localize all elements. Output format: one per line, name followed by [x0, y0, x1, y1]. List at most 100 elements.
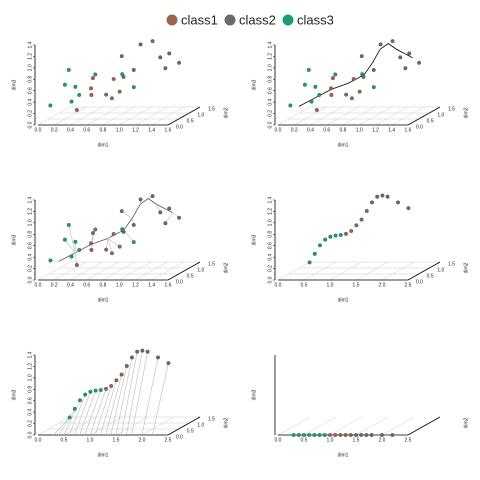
z-axis-label: dim3 [11, 234, 17, 245]
y-tick-label: 0.0 [176, 124, 183, 130]
point [89, 247, 94, 252]
point [90, 76, 95, 81]
z-axis-label: dim3 [251, 79, 257, 90]
x-tick-label: 0.4 [67, 127, 74, 133]
x-tick-label: 2.5 [405, 282, 412, 288]
z-tick-label: 0.6 [27, 87, 33, 94]
point [119, 372, 124, 377]
point [328, 234, 333, 239]
y-tick-label: 0.5 [187, 118, 194, 124]
x-tick-label: 0.0 [35, 437, 42, 443]
point [131, 223, 136, 227]
point [288, 103, 293, 108]
grid-line [63, 416, 97, 436]
point [406, 206, 411, 211]
grid-line [294, 106, 327, 126]
y-axis-label: dim2 [223, 262, 229, 273]
point [349, 96, 354, 101]
point [131, 240, 136, 245]
point [177, 60, 182, 65]
point [98, 388, 103, 392]
point [333, 72, 338, 77]
point [104, 92, 109, 97]
x-tick-label: 0.4 [67, 282, 74, 288]
point [163, 66, 168, 71]
point [69, 254, 74, 259]
point [78, 398, 82, 403]
point [390, 433, 395, 437]
legend-label: class3 [297, 12, 334, 27]
z-tick-label: 1.4 [27, 41, 33, 48]
grid-line [355, 261, 389, 281]
point [166, 361, 171, 366]
z-tick-label: 0.0 [267, 121, 273, 128]
y-axis [167, 261, 201, 281]
x-tick-label: 0.5 [301, 437, 308, 443]
z-tick-label: 0.6 [27, 242, 33, 249]
point [111, 232, 116, 236]
point [380, 193, 385, 198]
x-tick-label: 0.0 [35, 282, 42, 288]
x-tick-label: 1.5 [113, 437, 120, 443]
grid-line [381, 416, 415, 436]
point [131, 85, 136, 90]
z-tick-label: 0.6 [27, 397, 33, 404]
z-tick-label: 0.8 [267, 76, 273, 83]
z-tick-label: 0.4 [267, 253, 273, 260]
y-tick-label: 1.5 [448, 106, 455, 112]
z-tick-label: 1.4 [267, 196, 273, 203]
z-tick-label: 1.0 [27, 219, 33, 226]
y-tick-label: 0.0 [176, 434, 183, 440]
point [375, 194, 380, 199]
y-axis [407, 261, 441, 281]
z-tick-label: 1.2 [27, 363, 33, 370]
point [302, 433, 306, 437]
grid-line [277, 416, 311, 436]
x-tick-label: 1.0 [327, 282, 334, 288]
y-tick-label: 1.5 [208, 261, 215, 267]
point [48, 103, 53, 108]
x-tick-label: 1.4 [148, 127, 155, 133]
x-tick-label: 1.5 [353, 282, 360, 288]
x-tick-label: 1.0 [356, 127, 363, 133]
point [117, 244, 122, 249]
grid-line [37, 261, 71, 281]
x-tick-label: 2.0 [379, 437, 386, 443]
drop-line [89, 388, 107, 436]
grid-line [86, 261, 119, 281]
drop-line [58, 408, 76, 436]
legend-marker [166, 14, 178, 26]
point [380, 433, 384, 437]
point [344, 231, 348, 236]
z-tick-label: 0.2 [267, 265, 273, 272]
point [344, 92, 349, 97]
x-tick-label: 1.4 [388, 127, 395, 133]
x-tick-label: 0.6 [83, 127, 90, 133]
point [318, 243, 322, 248]
x-tick-label: 0.6 [83, 282, 90, 288]
point [338, 233, 343, 237]
point [89, 86, 93, 91]
z-tick-label: 1.4 [267, 41, 273, 48]
x-tick-label: 1.0 [116, 127, 123, 133]
projection-line [68, 224, 76, 253]
grid-line [37, 416, 71, 436]
point [370, 200, 374, 205]
point [354, 433, 358, 437]
y-tick-label: 1.0 [197, 112, 204, 118]
grid-line [277, 261, 311, 281]
point [328, 433, 332, 437]
drop-line [105, 374, 122, 436]
point [330, 76, 335, 81]
drop-line [110, 365, 128, 436]
grid-line [70, 261, 103, 281]
point [124, 364, 129, 368]
z-tick-label: 0.0 [267, 276, 273, 283]
point [89, 92, 94, 97]
grid-line [329, 261, 363, 281]
point [312, 251, 317, 256]
grid-line [151, 261, 184, 281]
point [359, 433, 364, 437]
point [66, 68, 71, 72]
point [403, 66, 408, 71]
